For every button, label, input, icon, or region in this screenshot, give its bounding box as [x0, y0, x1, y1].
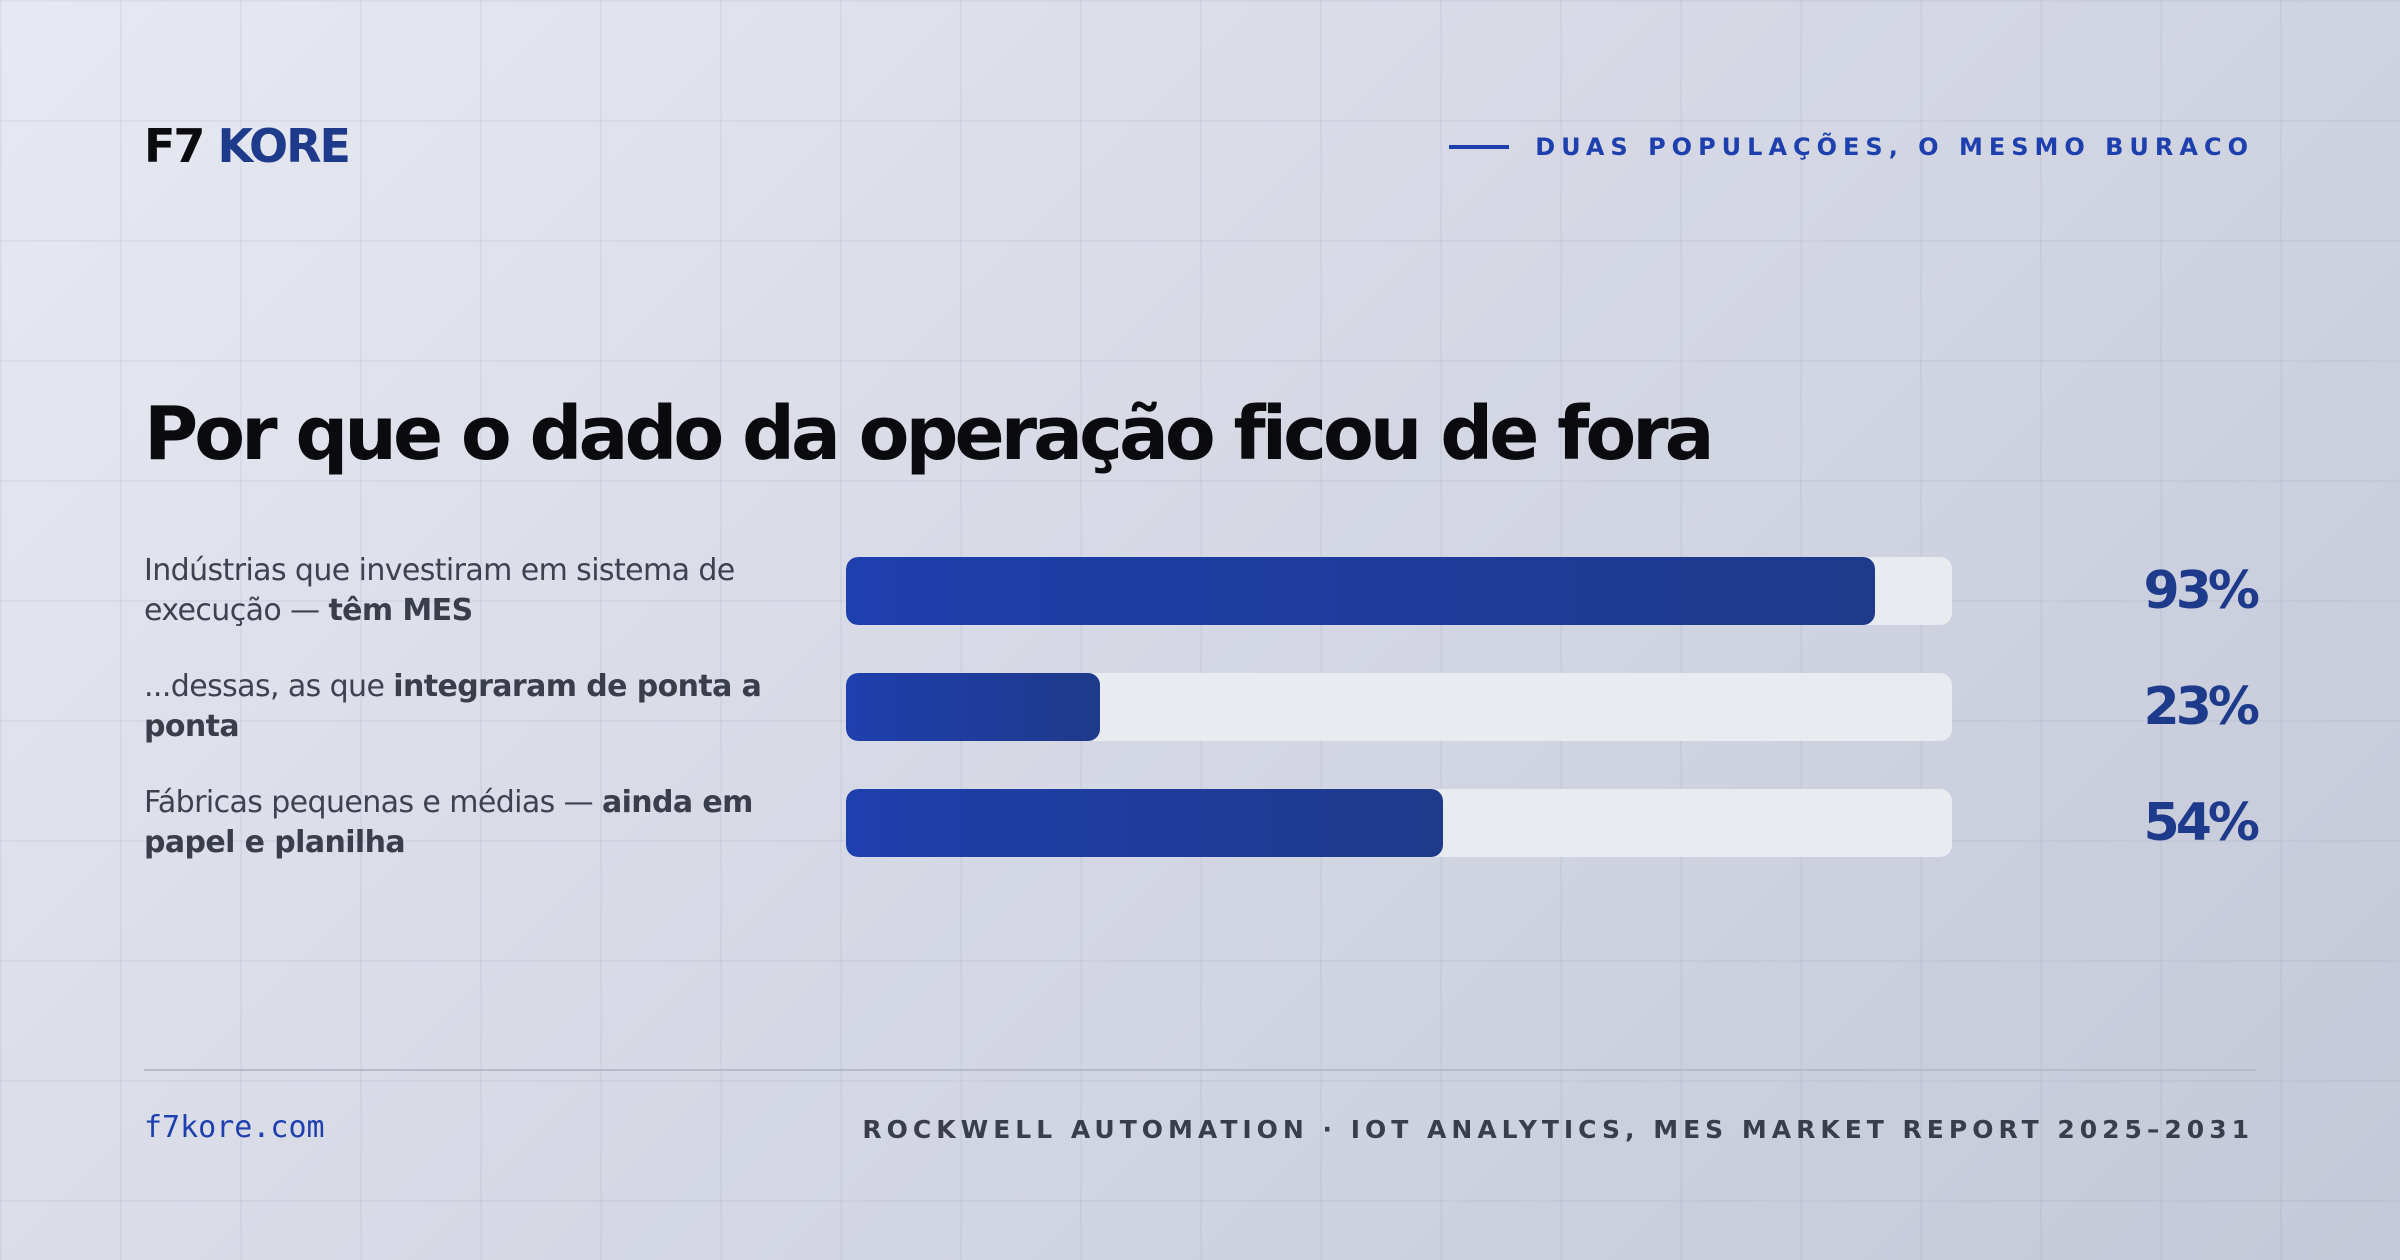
chart-title: Por que o dado da operação ficou de fora — [144, 391, 1715, 477]
bar-label: Indústrias que investiram em sistema de … — [144, 551, 764, 631]
brand-logo: F7 KORE — [144, 112, 351, 180]
kicker: DUAS POPULAÇÕES, O MESMO BURACO — [1449, 130, 2254, 164]
bar-label: ...dessas, as que integraram de ponta a … — [144, 667, 764, 747]
bar-label-emphasis: ainda em papel e planilha — [144, 785, 753, 860]
bar-row: ...dessas, as que integraram de ponta a … — [144, 667, 2260, 747]
bar-value-label: 54% — [2143, 793, 2260, 853]
brand-name: KORE — [217, 119, 351, 173]
bar-label-emphasis: têm MES — [328, 593, 473, 628]
bar-label-text: Fábricas pequenas e médias — — [144, 785, 602, 820]
bar-track — [846, 673, 1952, 741]
bar-row: Indústrias que investiram em sistema de … — [144, 551, 2260, 631]
bar-label: Fábricas pequenas e médias — ainda em pa… — [144, 783, 764, 863]
footer-source: ROCKWELL AUTOMATION · IOT ANALYTICS, MES… — [862, 1115, 2254, 1144]
bar-value-label: 23% — [2143, 677, 2260, 737]
footer-divider — [144, 1069, 2256, 1071]
bar-value-label: 93% — [2143, 561, 2260, 621]
bar-fill — [846, 557, 1875, 625]
bar-label-text: Indústrias que investiram em sistema de … — [144, 553, 735, 628]
bar-label-text: ...dessas, as que — [144, 669, 394, 704]
bar-fill — [846, 673, 1101, 741]
bar-track — [846, 789, 1952, 857]
kicker-label: DUAS POPULAÇÕES, O MESMO BURACO — [1535, 133, 2254, 161]
bar-fill — [846, 789, 1444, 857]
kicker-rule — [1449, 145, 1510, 149]
bar-label-emphasis: integraram de ponta a ponta — [144, 669, 762, 744]
brand-prefix: F7 — [144, 119, 205, 173]
footer-url[interactable]: f7kore.com — [144, 1110, 325, 1145]
bar-track — [846, 557, 1952, 625]
bar-row: Fábricas pequenas e médias — ainda em pa… — [144, 783, 2260, 863]
